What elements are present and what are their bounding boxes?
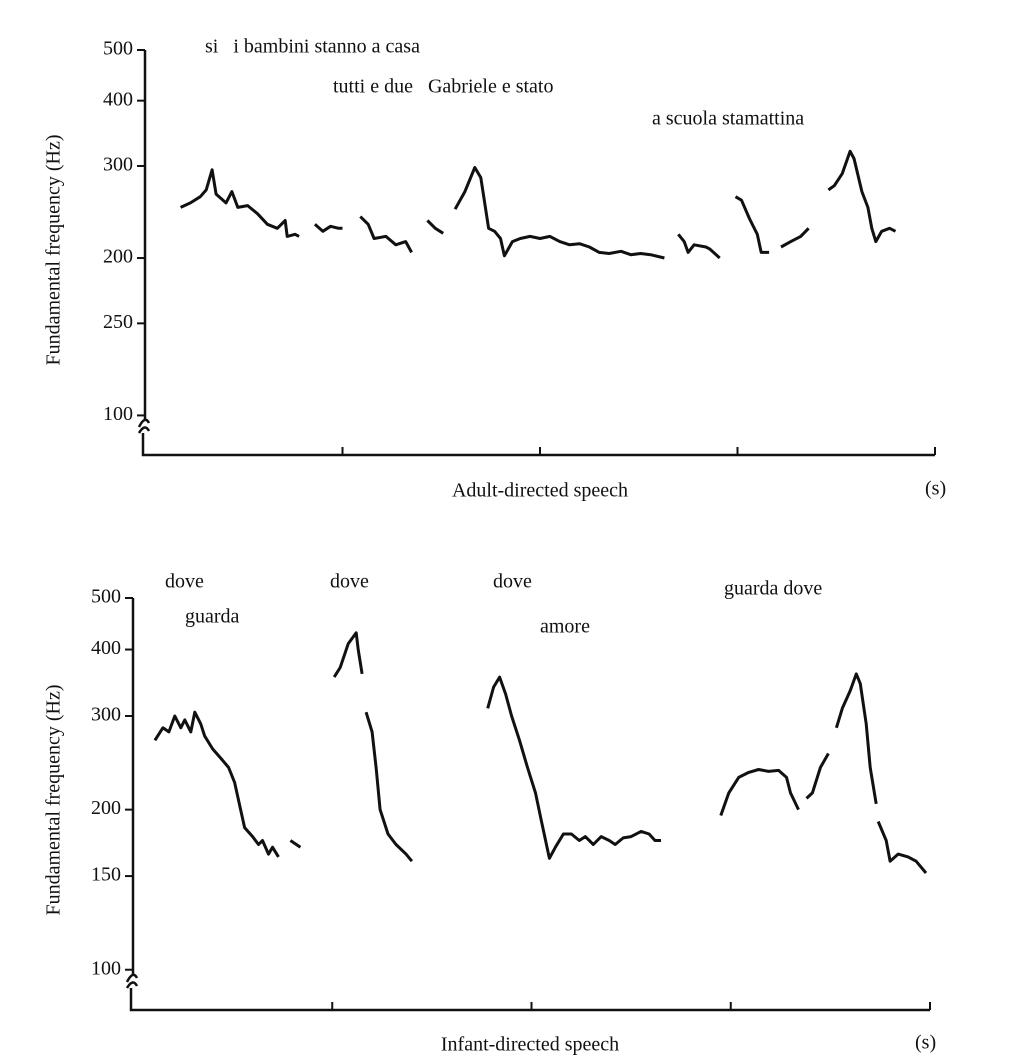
y-tick-label: 200	[103, 246, 133, 268]
y-tick-label: 100	[91, 957, 121, 979]
word-annotation: dove	[165, 571, 204, 593]
y-tick-label: 400	[103, 88, 133, 110]
y-tick-label: 250	[103, 311, 133, 333]
y-tick-label: 400	[91, 637, 121, 659]
chart-panel: 100 250 200 300 400 500 Fundamental frequency …	[43, 36, 947, 502]
y-tick-label: 100	[103, 403, 133, 425]
y-axis	[137, 50, 935, 457]
x-axis-label: Adult-directed speech	[452, 480, 628, 502]
y-tick-label: 500	[103, 38, 133, 60]
word-annotation: dove	[330, 571, 369, 593]
x-unit-label: (s)	[915, 1032, 936, 1054]
chart-panel: 100 150 200 300 400 500 Fundamental frequency …	[43, 571, 937, 1056]
y-tick-label: 300	[91, 704, 121, 726]
y-axis-label: Fundamental frequency (Hz)	[43, 684, 65, 915]
word-annotation: guarda dove	[724, 578, 822, 600]
word-annotation: a scuola stamattina	[652, 108, 804, 130]
y-axis-label: Fundamental frequency (Hz)	[43, 134, 65, 365]
y-axis	[125, 598, 930, 1012]
y-tick-label: 500	[91, 586, 121, 608]
word-annotation: guarda	[185, 606, 240, 628]
f0-contour	[153, 631, 928, 874]
word-annotation: amore	[540, 616, 590, 638]
y-tick-label: 300	[103, 154, 133, 176]
y-tick-label: 150	[91, 864, 121, 886]
word-annotation: tutti e due Gabriele e stato	[333, 76, 553, 98]
y-tick-label: 200	[91, 797, 121, 819]
word-annotation: si i bambini stanno a casa	[205, 36, 420, 58]
x-unit-label: (s)	[925, 478, 946, 500]
x-axis-label: Infant-directed speech	[441, 1034, 619, 1056]
word-annotation: dove	[493, 571, 532, 593]
f0-contour	[179, 149, 897, 260]
